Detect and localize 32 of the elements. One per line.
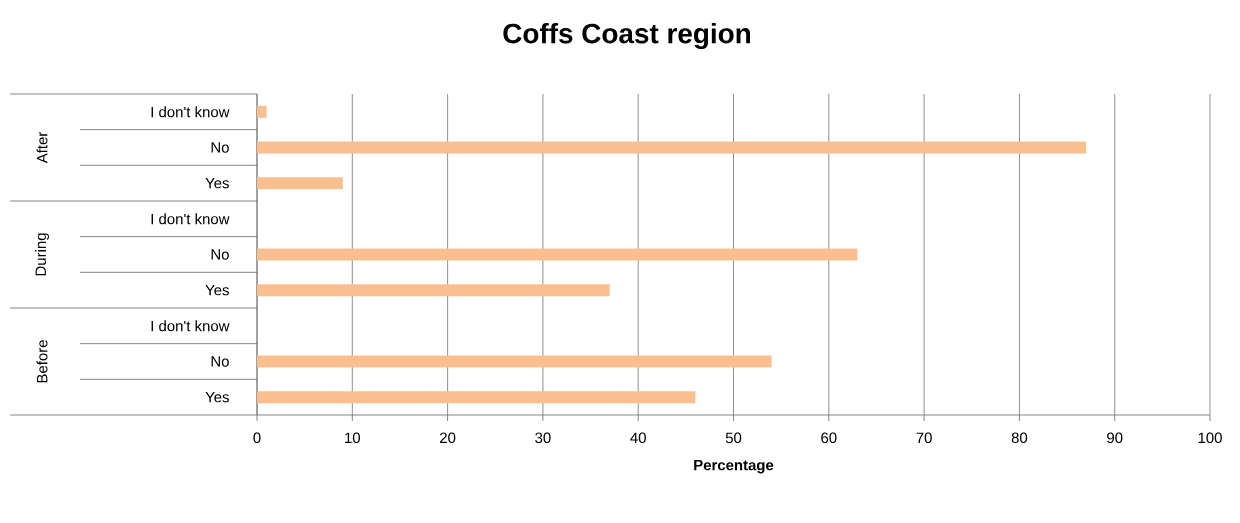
bar — [257, 284, 610, 297]
y-tick-label: Yes — [205, 177, 229, 189]
y-tick-label: I don't know — [151, 320, 230, 332]
bar — [257, 141, 1087, 154]
text: Before — [36, 340, 48, 383]
x-tick-label: 100 — [1198, 432, 1222, 444]
y-tick-label: No — [211, 356, 229, 367]
x-tick-label: 90 — [1107, 432, 1123, 444]
bar — [257, 355, 772, 368]
x-tick-label: 80 — [1011, 432, 1028, 444]
x-tick-label: 70 — [916, 432, 932, 444]
x-tick-label: 0 — [253, 432, 261, 444]
y-tick-label: Yes — [205, 284, 229, 296]
x-axis-title: Percentage — [694, 459, 774, 474]
chart-title: Coffs Coast region — [503, 22, 751, 50]
x-tick-label: 10 — [345, 432, 361, 444]
y-tick-label: No — [211, 249, 229, 260]
bar — [257, 391, 696, 404]
bar — [257, 177, 343, 190]
text: After — [36, 131, 48, 164]
bar — [257, 248, 858, 261]
text: During — [35, 233, 49, 276]
y-tick-label: No — [211, 142, 229, 153]
x-tick-label: 50 — [725, 432, 742, 444]
bar — [257, 105, 267, 118]
y-tick-label: Yes — [205, 391, 229, 403]
x-tick-label: 20 — [440, 432, 456, 444]
x-tick-label: 40 — [630, 432, 646, 444]
y-tick-label: I don't know — [151, 106, 230, 118]
x-tick-label: 60 — [821, 432, 837, 444]
y-tick-label: I don't know — [151, 213, 230, 225]
x-tick-label: 30 — [535, 432, 551, 444]
